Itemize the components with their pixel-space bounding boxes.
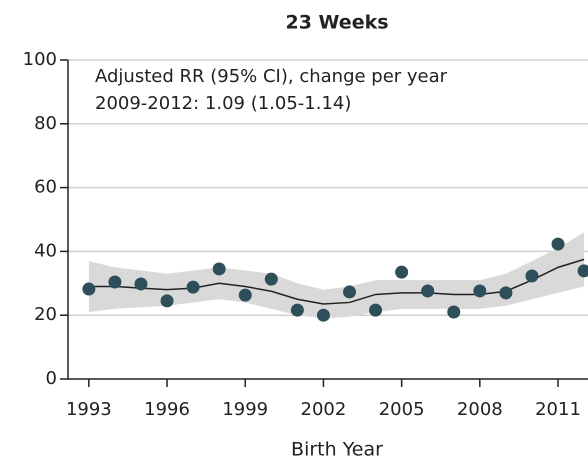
data-point <box>108 275 122 289</box>
x-tick-label: 2005 <box>379 399 425 420</box>
data-point <box>238 288 252 302</box>
y-tick-label: 100 <box>23 49 57 70</box>
x-tick-label: 1993 <box>66 399 112 420</box>
data-point <box>447 305 461 319</box>
y-tick-label: 60 <box>34 177 57 198</box>
data-point <box>343 285 357 299</box>
x-tick-label: 1996 <box>144 399 190 420</box>
x-tick-label: 2002 <box>301 399 347 420</box>
data-point <box>264 272 278 286</box>
x-tick-label: 2011 <box>535 399 581 420</box>
data-point <box>316 308 330 322</box>
data-point <box>369 303 383 317</box>
x-tick-label: 1999 <box>222 399 268 420</box>
data-point <box>290 303 304 317</box>
y-tick-label: 20 <box>34 304 57 325</box>
data-point <box>395 265 409 279</box>
x-tick-label: 2008 <box>457 399 503 420</box>
y-tick-label: 80 <box>34 113 57 134</box>
y-tick-label: 40 <box>34 240 57 261</box>
data-point <box>82 282 96 296</box>
data-point <box>186 280 200 294</box>
annotation: 2009-2012: 1.09 (1.05-1.14) <box>95 93 351 114</box>
data-point <box>212 262 226 276</box>
data-point <box>473 284 487 298</box>
data-point <box>134 277 148 291</box>
data-point <box>421 284 435 298</box>
x-axis-label: Birth Year <box>291 439 383 461</box>
data-point <box>525 269 539 283</box>
data-point <box>499 286 513 300</box>
annotation: Adjusted RR (95% CI), change per year <box>95 66 448 87</box>
data-point <box>577 264 588 278</box>
chart-title: 23 Weeks <box>285 12 388 34</box>
ci-band <box>88 232 585 319</box>
y-tick-label: 0 <box>46 368 57 389</box>
data-point <box>551 237 565 251</box>
data-point <box>160 294 174 308</box>
